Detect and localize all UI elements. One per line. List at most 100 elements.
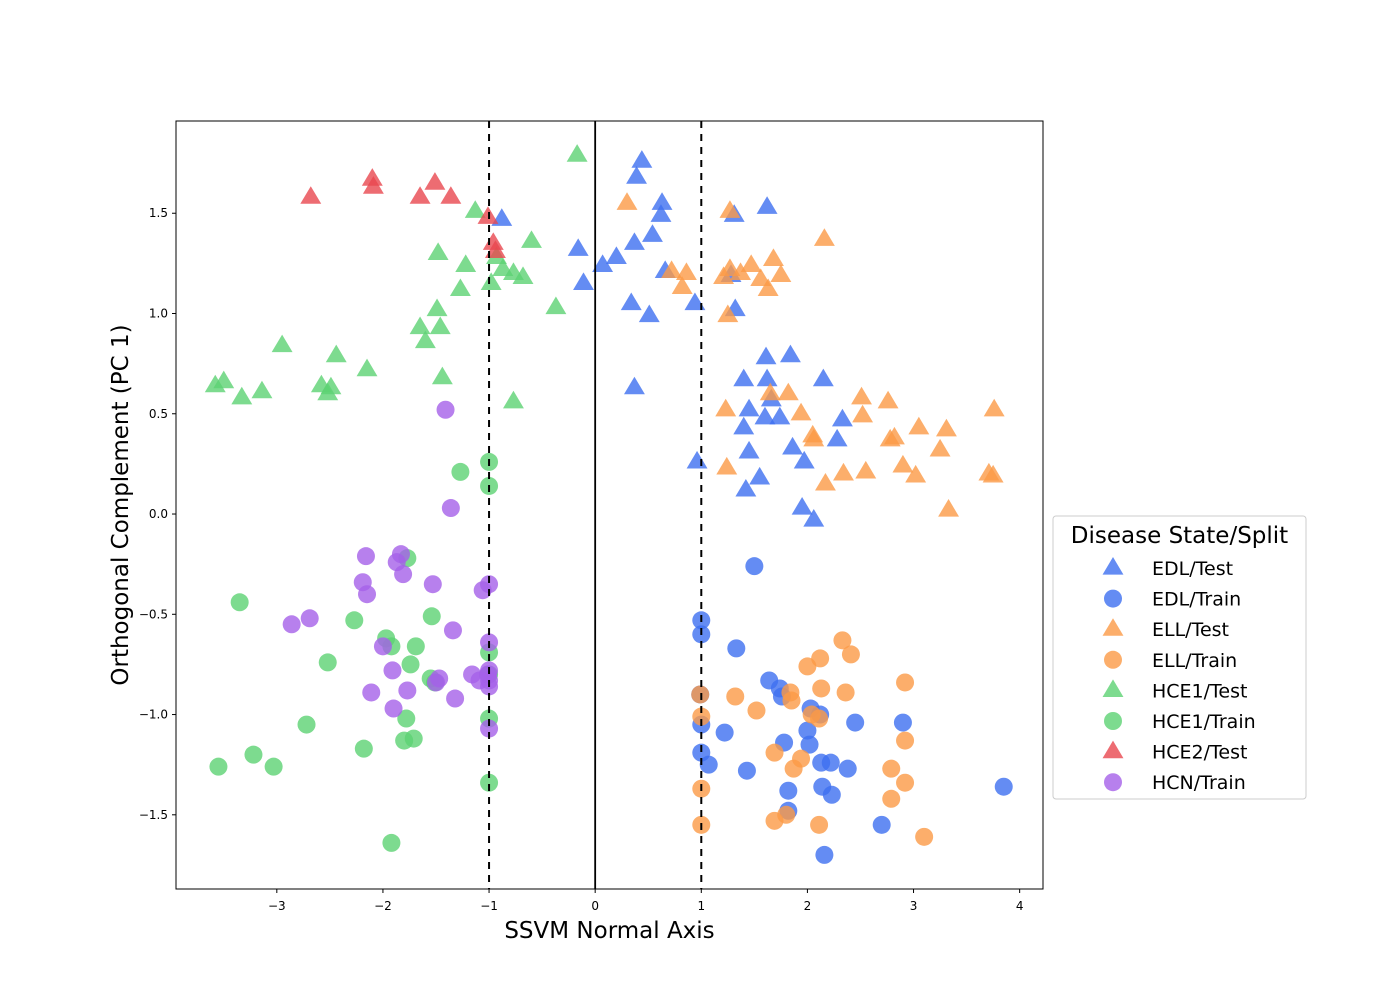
legend-marker [1104,650,1122,669]
point-ell-test [777,382,799,401]
point-ell-train [882,789,901,808]
point-hce1-test [426,298,448,317]
point-ell-test [877,390,899,409]
y-tick-label: −1.0 [139,708,168,722]
point-hcn-train [358,585,377,604]
point-hce1-test [429,316,451,335]
point-edl-test [684,292,706,311]
point-edl-test [812,368,834,387]
point-edl-test [605,246,627,264]
point-ell-test [935,418,957,437]
point-edl-test [782,436,804,455]
legend-marker [1104,589,1122,608]
x-axis-label: SSVM Normal Axis [504,918,714,944]
point-hcn-train [441,499,460,518]
x-tick-label: 4 [1016,899,1024,913]
legend-label: EDL/Train [1152,589,1241,611]
point-ell-test [883,426,905,445]
point-edl-test [755,346,777,365]
point-edl-test [623,232,645,250]
point-ell-test [616,192,638,210]
point-ell-test [851,386,872,405]
point-hcn-train [446,689,465,708]
point-edl-test [738,398,760,417]
x-tick-label: −1 [480,899,498,913]
point-hce1-train [480,773,499,792]
point-hcn-train [443,621,462,640]
point-ell-train [691,685,710,704]
point-hce1-test [271,334,293,353]
point-hce1-test [503,390,524,409]
point-hce2-test [484,240,506,258]
x-tick-label: 0 [591,899,599,913]
legend-items: EDL/Test EDL/Train ELL/Test ELL/Train HCE1/T… [1102,557,1256,794]
point-hcn-train [423,575,442,594]
point-hce1-test [204,374,226,393]
point-hce1-test [317,382,339,401]
point-edl-test [831,408,853,427]
point-hce1-train [397,709,416,728]
point-ell-test [675,262,697,280]
point-edl-test [567,238,589,256]
point-hcn-train [373,637,392,656]
point-hce1-test [325,344,347,363]
legend-marker [1104,712,1122,730]
point-hce1-train [354,739,373,758]
point-hce1-train [209,757,228,776]
point-edl-train [798,721,817,740]
point-ell-test [855,460,877,479]
point-ell-test [719,200,741,218]
point-hce1-test [455,254,477,272]
point-edl-train [745,557,764,576]
point-hce1-test [431,366,453,385]
legend-label: EDL/Test [1152,558,1233,580]
legend-title: Disease State/Split [1071,523,1288,549]
point-hce2-test [424,172,446,190]
point-edl-test [754,406,776,425]
point-ell-train [833,631,852,650]
point-hcn-train [426,673,445,692]
point-edl-train [800,735,819,754]
point-edl-test [651,192,673,210]
legend-marker [1102,618,1124,636]
point-ell-train [747,701,766,720]
point-edl-test [749,466,771,485]
point-hce1-test [512,266,534,285]
point-edl-test [803,509,825,527]
point-edl-test [735,478,757,497]
point-ell-train [784,759,803,778]
point-ell-test [715,398,737,417]
point-hcn-train [470,671,489,690]
point-hcn-train [356,547,375,566]
point-ell-train [896,773,915,792]
point-hce1-test [356,358,378,377]
legend-label: HCE1/Train [1152,711,1256,733]
y-tick-label: 1.5 [149,206,168,220]
point-hce1-train [345,611,364,630]
point-ell-train [782,691,801,710]
point-hce2-test [362,176,384,194]
point-ell-train [896,731,915,750]
point-edl-test [686,450,708,469]
point-ell-train [810,815,829,834]
point-ell-test [833,462,854,481]
point-edl-test [623,376,645,395]
y-tick-label: 0.0 [149,507,168,521]
point-hce1-test [521,230,542,248]
point-edl-test [573,272,594,291]
legend-marker [1102,557,1124,575]
point-ell-test [730,262,752,280]
point-hce1-train [451,462,470,481]
point-edl-train [994,777,1013,796]
point-edl-test [626,166,648,184]
point-hce2-test [482,232,504,250]
point-hcn-train [384,699,403,718]
point-ell-test [671,276,693,295]
point-hce1-test [231,386,253,405]
point-edl-test [756,196,778,214]
point-hce1-train [382,833,401,852]
point-ell-test [908,416,930,435]
point-edl-train [779,781,798,800]
point-hce1-test [251,380,273,399]
